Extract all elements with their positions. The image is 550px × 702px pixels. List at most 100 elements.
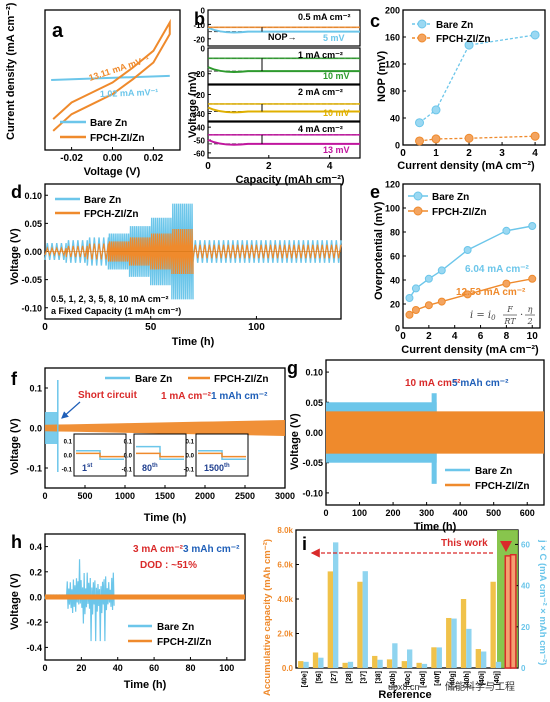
panel-a: a -0.02 0.00 0.02 13.11 mA mV⁻¹ 1.02 mA mV… bbox=[5, 2, 181, 178]
panel-i-ytick-label: 4.0k bbox=[277, 595, 293, 604]
panel-h-dod: DOD : ~51% bbox=[140, 560, 197, 571]
series-bare-point bbox=[431, 105, 441, 115]
series-bare-point bbox=[437, 266, 446, 275]
panel-b-sub0-ytick-label: 0 bbox=[201, 7, 206, 16]
series-fpch-point bbox=[502, 279, 511, 288]
panel-c-xtick-label: 2 bbox=[466, 148, 472, 159]
legend-label-fpch: FPCH-ZI/Zn bbox=[436, 34, 490, 45]
panel-f-ytick-label: -0.1 bbox=[26, 464, 42, 474]
legend-label-fpch: FPCH-ZI/Zn bbox=[475, 481, 529, 492]
panel-b-ylabel: Voltage (mV) bbox=[187, 71, 199, 138]
panel-h-capacity: 3 mAh cm⁻² bbox=[183, 544, 240, 555]
panel-d-ylabel: Voltage (V) bbox=[9, 228, 21, 285]
series-bare-curve bbox=[207, 26, 360, 34]
panel-i-ytick-right-label: 0 bbox=[521, 664, 526, 673]
bar-j-times-c bbox=[362, 571, 368, 668]
panel-c-legend: Bare Zn FPCH-ZI/Zn bbox=[412, 19, 490, 45]
series-fpch-point bbox=[437, 297, 446, 306]
bar-j-times-c bbox=[318, 657, 324, 668]
panel-b-sub0-ytick-label: -10 bbox=[193, 21, 205, 30]
bar-j-times-c bbox=[466, 628, 472, 668]
panel-d-xtick-label: 50 bbox=[145, 322, 157, 333]
subplot-nop-value: 13 mV bbox=[323, 145, 350, 155]
series-bare-curve bbox=[207, 106, 360, 114]
panel-f-xlabel: Time (h) bbox=[144, 512, 187, 524]
bar-accumulative-capacity bbox=[431, 647, 437, 668]
legend-label-bare: Bare Zn bbox=[475, 466, 512, 477]
panel-d-ytick-label: 0.10 bbox=[24, 191, 42, 201]
panel-d-legend: Bare Zn FPCH-ZI/Zn bbox=[55, 195, 138, 220]
nop-arrow-label: NOP→ bbox=[268, 32, 297, 42]
bar-j-times-c bbox=[481, 651, 487, 668]
subplot-current-label: 1 mA cm⁻² bbox=[298, 50, 343, 60]
series-bare-point bbox=[463, 246, 472, 254]
panel-f-label: f bbox=[11, 369, 18, 389]
bar-accumulative-capacity bbox=[372, 655, 378, 668]
panel-c-ytick-label: 200 bbox=[385, 6, 400, 16]
panel-b-sub2-ytick-label: -20 bbox=[193, 91, 205, 100]
svg-text:RT: RT bbox=[503, 317, 516, 326]
inset-cycle-label: 1st bbox=[82, 463, 92, 473]
series-fpch-band bbox=[326, 411, 544, 454]
legend-marker-bare bbox=[417, 19, 427, 29]
legend-label-fpch: FPCH-ZI/Zn bbox=[157, 637, 211, 648]
subplot-current-label: 0.5 mA cm⁻² bbox=[298, 12, 350, 22]
panel-g-plot: 0 100 200 300 400 500 600 0.10 0.05 0.00 -0.05 -0.1… bbox=[302, 368, 544, 518]
panel-e-xtick-label: 2 bbox=[426, 331, 432, 342]
panel-a-ylabel: Current density (mA cm⁻²) bbox=[5, 2, 17, 140]
panel-c-ytick-label: 40 bbox=[390, 114, 400, 124]
panel-i: 0.0 2.0k 4.0k 6.0k 8.0k 0 20 40 60 [40e] [56] [27] [… bbox=[262, 526, 548, 701]
panel-h-xlabel: Time (h) bbox=[124, 679, 167, 691]
panel-b-xtick-label: 4 bbox=[327, 161, 333, 172]
inset-ytick-label: -0.1 bbox=[122, 468, 133, 474]
panel-d-ytick-label: 0.05 bbox=[24, 219, 42, 229]
panel-i-label: i bbox=[302, 534, 307, 554]
series-fpch-band bbox=[45, 420, 285, 436]
panel-i-this-work: This work bbox=[441, 538, 488, 549]
series-bare-point bbox=[424, 274, 433, 283]
series-fpch-point bbox=[464, 133, 474, 143]
panel-g-ytick-label: 0.05 bbox=[305, 398, 323, 408]
panel-f-xtick-label: 3000 bbox=[275, 491, 295, 501]
panel-f-xtick-label: 1500 bbox=[155, 491, 175, 501]
series-bare-point bbox=[530, 30, 540, 40]
panel-c-ytick-label: 120 bbox=[385, 60, 400, 70]
bar-j-times-c bbox=[495, 661, 502, 668]
panel-a-label: a bbox=[52, 20, 64, 42]
panel-d-rates: 0.5, 1, 2, 3, 5, 8, 10 mA cm⁻² bbox=[51, 294, 168, 304]
series-bare-point bbox=[405, 294, 414, 302]
panel-a-xtick-label: 0.00 bbox=[103, 153, 123, 164]
panel-f-current: 1 mA cm⁻² bbox=[161, 391, 212, 402]
bar-j-times-c bbox=[421, 663, 428, 668]
panel-e-ylabel: Overpotential (mV) bbox=[373, 201, 385, 300]
bar-accumulative-capacity bbox=[298, 661, 304, 668]
panel-f-legend: Bare Zn FPCH-ZI/Zn bbox=[105, 374, 268, 385]
panel-g-capacity: 5 mAh cm⁻² bbox=[452, 378, 509, 389]
panel-c-frame bbox=[402, 9, 546, 146]
panel-h-legend: Bare Zn FPCH-ZI/Zn bbox=[128, 622, 211, 648]
legend-label-bare: Bare Zn bbox=[432, 192, 469, 203]
svg-text:F: F bbox=[506, 305, 513, 314]
this-work-marker bbox=[500, 541, 512, 552]
bar-j-times-c bbox=[347, 661, 354, 668]
category-label: [40f] bbox=[435, 671, 442, 686]
category-label: [40g] bbox=[449, 671, 456, 688]
legend-label-bare: Bare Zn bbox=[135, 374, 172, 385]
panel-g-xtick-label: 100 bbox=[352, 508, 367, 518]
watermark-url: ubx8.cn bbox=[388, 682, 420, 692]
panel-e-ytick-label: 20 bbox=[390, 300, 400, 310]
panel-b-label: b bbox=[194, 9, 205, 29]
subplot-current-label: 2 mA cm⁻² bbox=[298, 87, 343, 97]
category-label: [40e] bbox=[301, 671, 308, 687]
panel-h-current: 3 mA cm⁻² bbox=[133, 544, 184, 555]
svg-text:i = i0: i = i0 bbox=[470, 310, 496, 322]
panel-i-ytick-label: 6.0k bbox=[277, 561, 293, 570]
category-label: [40h] bbox=[464, 671, 471, 688]
panel-h-xtick-label: 0 bbox=[42, 663, 47, 673]
panel-c-ytick-label: 80 bbox=[390, 87, 400, 97]
panel-i-ytick-label: 0.0 bbox=[282, 664, 294, 673]
category-label: [37] bbox=[361, 671, 368, 683]
panel-d-ytick-label: 0.00 bbox=[24, 247, 42, 257]
panel-e-ytick-label: 60 bbox=[390, 252, 400, 262]
